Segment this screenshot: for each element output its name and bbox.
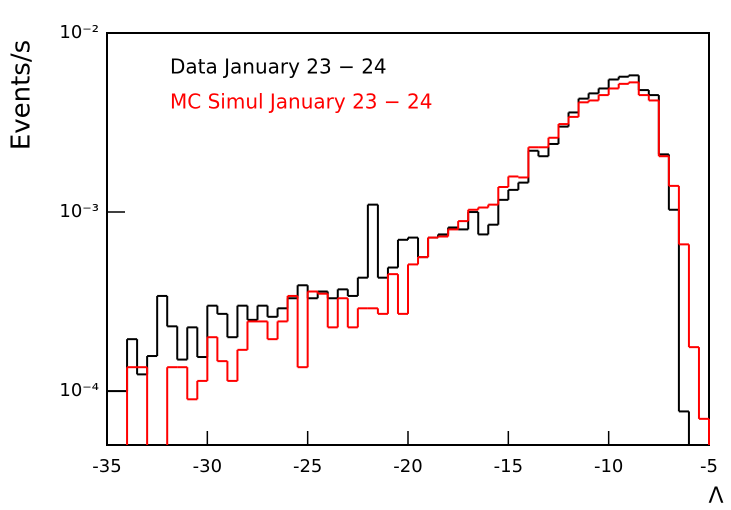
x-tick-label: -35	[92, 456, 121, 477]
x-tick-label: -25	[293, 456, 322, 477]
y-axis-label: Events/s	[7, 40, 37, 150]
legend-entry: Data January 23 − 24	[170, 55, 387, 79]
x-tick-label: -20	[393, 456, 422, 477]
x-tick-label: -5	[700, 456, 718, 477]
x-axis-label: Λ	[708, 484, 723, 509]
legend-entry: MC Simul January 23 − 24	[170, 90, 432, 114]
x-tick-label: -30	[193, 456, 222, 477]
x-tick-label: -15	[494, 456, 523, 477]
y-tick-label: 10⁻⁴	[59, 380, 99, 401]
x-tick-label: -10	[594, 456, 623, 477]
y-tick-label: 10⁻³	[59, 201, 99, 222]
y-tick-label: 10⁻²	[59, 22, 99, 43]
